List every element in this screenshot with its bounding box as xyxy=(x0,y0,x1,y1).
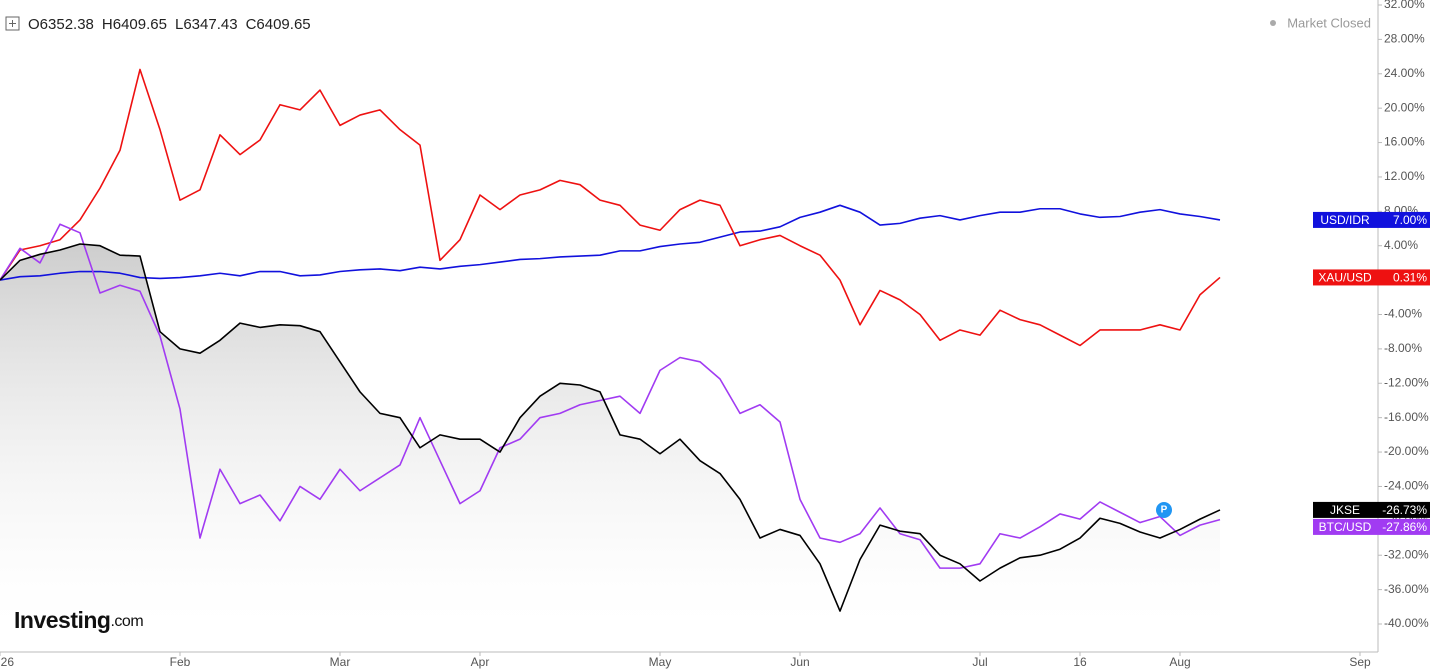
y-tick-label: 16.00% xyxy=(1384,135,1425,149)
ohlc-value: 6352.38 xyxy=(40,16,94,33)
x-tick-label: 16 xyxy=(1073,655,1087,669)
series-line xyxy=(0,68,1221,347)
badge-value: -27.86% xyxy=(1382,520,1427,534)
x-tick-label: Mar xyxy=(330,655,351,669)
y-tick-label: 4.00% xyxy=(1384,238,1418,252)
badge-name-box xyxy=(1313,269,1378,286)
expand-icon[interactable] xyxy=(5,16,20,31)
y-tick-label: 32.00% xyxy=(1384,0,1425,11)
logo: Investing.com xyxy=(14,607,143,633)
value-badge: XAU/USD 0.31% xyxy=(1313,269,1430,286)
y-tick-label: -32.00% xyxy=(1384,547,1429,561)
badge-name-box xyxy=(1313,501,1378,518)
x-tick-label: Jun xyxy=(790,655,809,669)
ohlc: O6352.38 H6409.65 L6347.43 C6409.65 xyxy=(28,16,311,33)
market-status: Market Closed xyxy=(1287,15,1371,30)
value-badge: BTC/USD -27.86% xyxy=(1313,518,1430,535)
ohlc-value: 6347.43 xyxy=(183,16,237,33)
event-marker[interactable] xyxy=(1156,502,1172,518)
badge-name: XAU/USD xyxy=(1318,271,1372,285)
ohlc-key: L xyxy=(175,16,183,33)
series-line xyxy=(0,243,1221,612)
plot-area xyxy=(0,68,1221,624)
badge-name: USD/IDR xyxy=(1320,213,1370,227)
badge-value-box xyxy=(1378,211,1430,228)
x-tick-label: Aug xyxy=(1169,655,1190,669)
ohlc-key: C xyxy=(246,16,257,33)
y-tick-label: -8.00% xyxy=(1384,341,1422,355)
status-dot xyxy=(1270,20,1276,26)
logo-name: Investing xyxy=(14,607,110,633)
badge-name-box xyxy=(1313,518,1378,535)
y-tick-label: -16.00% xyxy=(1384,410,1429,424)
ohlc-key: H xyxy=(102,16,113,33)
badge-name-box xyxy=(1313,211,1378,228)
badge-value: 7.00% xyxy=(1393,213,1427,227)
badge-value-box xyxy=(1378,518,1430,535)
badge-value: 0.31% xyxy=(1393,271,1427,285)
badge-value-box xyxy=(1378,269,1430,286)
y-tick-label: 12.00% xyxy=(1384,169,1425,183)
x-tick-label: Feb xyxy=(170,655,191,669)
series-area xyxy=(0,244,1220,624)
badge-value-box xyxy=(1378,501,1430,518)
badge-name: JKSE xyxy=(1330,503,1360,517)
value-badge: USD/IDR 7.00% xyxy=(1313,211,1430,228)
y-tick-label: -24.00% xyxy=(1384,479,1429,493)
x-tick-label: 26 xyxy=(1,655,15,669)
logo-suffix: .com xyxy=(110,613,143,630)
x-tick-label: May xyxy=(649,655,672,669)
ohlc-value: 6409.65 xyxy=(256,16,310,33)
x-tick-label: Apr xyxy=(471,655,490,669)
badge-value: -26.73% xyxy=(1382,503,1427,517)
y-tick-label: -20.00% xyxy=(1384,444,1429,458)
y-tick-label: 24.00% xyxy=(1384,66,1425,80)
y-tick-label: -12.00% xyxy=(1384,375,1429,389)
series-line xyxy=(0,223,1221,569)
ohlc-key: O xyxy=(28,16,40,33)
series-line xyxy=(0,204,1221,281)
x-tick-label: Jul xyxy=(972,655,987,669)
ohlc-value: 6409.65 xyxy=(113,16,167,33)
y-tick-label: -36.00% xyxy=(1384,582,1429,596)
y-tick-label: -40.00% xyxy=(1384,616,1429,630)
y-tick-label: 20.00% xyxy=(1384,100,1425,114)
badge-name: BTC/USD xyxy=(1319,520,1372,534)
y-tick-label: 28.00% xyxy=(1384,32,1425,46)
y-tick-label: -4.00% xyxy=(1384,307,1422,321)
x-tick-label: Sep xyxy=(1349,655,1371,669)
value-badge: JKSE -26.73% xyxy=(1313,501,1430,518)
event-marker-letter: P xyxy=(1161,505,1168,516)
